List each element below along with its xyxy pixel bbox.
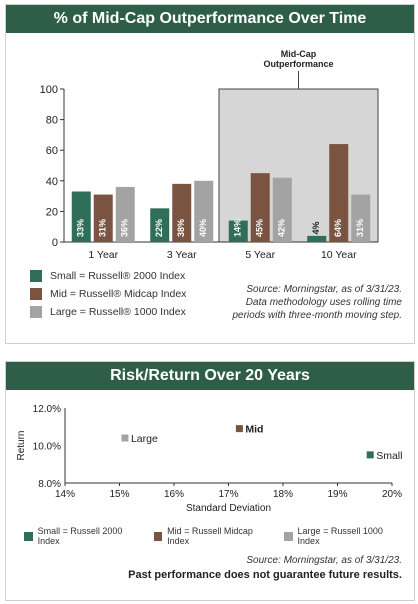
bar-mid — [250, 173, 270, 242]
bar-small — [228, 220, 248, 242]
panel-title: Risk/Return Over 20 Years — [6, 362, 414, 390]
legend-swatch-small — [24, 531, 33, 541]
bar-large — [272, 177, 292, 242]
x-tick-label: 16% — [164, 489, 184, 500]
bar-large — [351, 194, 371, 242]
point-label-mid: Mid — [245, 424, 263, 436]
panel-title: % of Mid-Cap Outperformance Over Time — [6, 5, 414, 33]
bar-large — [194, 180, 214, 242]
point-label-large: Large — [131, 433, 158, 445]
scatter-source: Source: Morningstar, as of 3/31/23. — [246, 555, 402, 566]
y-tick-label: 100 — [40, 84, 58, 96]
bar-mid — [172, 183, 192, 242]
x-tick-label: 17% — [218, 489, 238, 500]
y-tick-label: 60 — [46, 145, 58, 157]
bar-data-label: 31% — [98, 219, 108, 237]
bar-data-label: 40% — [198, 219, 208, 237]
legend-swatch-mid — [153, 531, 163, 541]
x-tick-label: 20% — [382, 489, 402, 500]
y-tick-label: 20 — [46, 206, 58, 218]
legend-item-small: Small = Russell 2000 Index — [24, 526, 142, 546]
point-small — [366, 451, 374, 459]
bar-chart-legend: Small = Russell® 2000 Index Mid = Russel… — [30, 267, 186, 321]
legend-item-large: Large = Russell® 1000 Index — [30, 303, 186, 321]
x-tick-label: 14% — [55, 489, 75, 500]
bar-chart-source: Source: Morningstar, as of 3/31/23. Data… — [232, 284, 402, 321]
point-mid — [235, 425, 243, 433]
y-tick-label: 12.0% — [33, 404, 61, 415]
legend-swatch-large — [30, 306, 42, 318]
risk-return-panel: Risk/Return Over 20 Years 8.0% 10.0% 12.0%… — [5, 361, 415, 601]
bar-large — [115, 186, 135, 242]
legend-item-mid: Mid = Russell Midcap Index — [153, 526, 272, 546]
highlight-label: Outperformance — [263, 59, 333, 69]
legend-swatch-large — [283, 531, 293, 541]
mid-cap-outperformance-panel: % of Mid-Cap Outperformance Over Time Mi… — [5, 4, 415, 344]
bar-data-label: 36% — [120, 219, 130, 237]
scatter-legend: Small = Russell 2000 Index Mid = Russell… — [24, 526, 414, 546]
y-axis-title: Return — [16, 430, 27, 460]
bar-mid — [329, 144, 349, 242]
x-tick-label: 15% — [109, 489, 129, 500]
x-category-label: 3 Year — [167, 249, 197, 261]
legend-swatch-small — [30, 270, 42, 282]
y-tick-label: 80 — [46, 115, 58, 127]
risk-return-scatter-chart: 8.0% 10.0% 12.0% 14% 15% 16% 17% 18% 19% 20% Stand… — [16, 404, 402, 512]
y-tick-label: 8.0% — [38, 479, 61, 490]
bar-data-label: 4% — [311, 221, 321, 234]
bar-small — [150, 208, 170, 242]
x-category-label: 5 Year — [245, 249, 275, 261]
bar-data-label: 22% — [154, 219, 164, 237]
bar-data-label: 42% — [277, 219, 287, 237]
legend-swatch-mid — [30, 288, 42, 300]
bar-data-label: 38% — [176, 219, 186, 237]
highlight-label: Mid-Cap — [281, 49, 317, 59]
legend-item-mid: Mid = Russell® Midcap Index — [30, 285, 186, 303]
x-tick-label: 18% — [273, 489, 293, 500]
legend-item-small: Small = Russell® 2000 Index — [30, 267, 186, 285]
bar-data-label: 31% — [355, 219, 365, 237]
y-tick-label: 40 — [46, 176, 58, 188]
point-large — [121, 434, 129, 442]
bar-data-label: 33% — [76, 219, 86, 237]
x-category-label: 1 Year — [88, 249, 118, 261]
disclaimer: Past performance does not guarantee futu… — [128, 569, 402, 581]
x-category-label: 10 Year — [321, 249, 357, 261]
bar-data-label: 14% — [233, 219, 243, 237]
x-tick-label: 19% — [327, 489, 347, 500]
bar-data-label: 45% — [255, 219, 265, 237]
x-axis-title: Standard Deviation — [186, 503, 271, 512]
legend-item-large: Large = Russell 1000 Index — [283, 526, 402, 546]
bar-data-label: 64% — [333, 219, 343, 237]
bar-mid — [93, 194, 113, 242]
point-label-small: Small — [376, 450, 402, 462]
y-tick-label: 0 — [52, 237, 58, 249]
bar-small — [71, 191, 91, 242]
bar-small — [307, 235, 327, 242]
y-tick-label: 10.0% — [33, 442, 61, 453]
